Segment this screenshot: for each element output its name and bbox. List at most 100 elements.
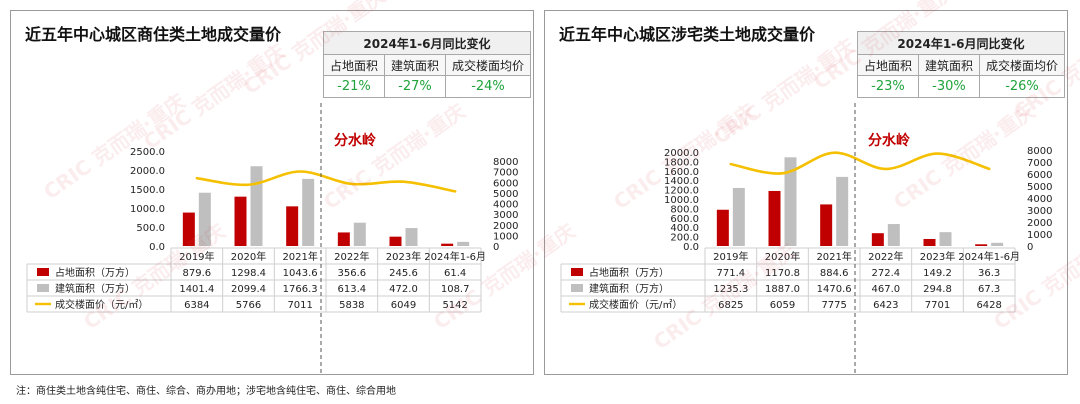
chart-panel-commercial-residential: 近五年中心城区商住类土地成交量价 2024年1-6月同比变化 占地面积 建筑面积… bbox=[10, 10, 534, 375]
bar-land-area bbox=[820, 204, 833, 246]
y-left-tick-label: 1800.0 bbox=[664, 157, 699, 168]
data-label-avg-price: 7701 bbox=[925, 300, 950, 311]
yoy-change-table: 2024年1-6月同比变化 占地面积 建筑面积 成交楼面均价 -21% -27%… bbox=[322, 31, 532, 98]
data-label-avg-price: 6428 bbox=[976, 300, 1001, 311]
yoy-label-avg-price: 成交楼面均价 bbox=[444, 54, 532, 76]
y-left-tick-label: 1000.0 bbox=[664, 195, 699, 206]
bar-land-area bbox=[182, 212, 195, 246]
bar-build-area bbox=[732, 187, 745, 246]
legend-label-build-area: 建筑面积（万方） bbox=[589, 282, 669, 295]
data-label-build-area: 67.3 bbox=[978, 284, 1000, 295]
bar-land-area bbox=[389, 236, 402, 246]
legend-key-build-area bbox=[571, 284, 583, 292]
y-right-tick-label: 4000 bbox=[1027, 194, 1052, 205]
data-label-avg-price: 7775 bbox=[821, 300, 846, 311]
x-category-label: 2024年1-6月 bbox=[424, 250, 486, 263]
y-left-tick-label: 200.0 bbox=[670, 233, 699, 244]
x-category-label: 2022年 bbox=[334, 250, 369, 263]
y-right-tick-label: 6000 bbox=[1027, 170, 1052, 181]
bar-build-area bbox=[198, 192, 211, 246]
legend-key-land-area bbox=[571, 268, 583, 276]
data-label-land-area: 272.4 bbox=[872, 268, 901, 279]
y-left-tick-label: 2500.0 bbox=[130, 147, 165, 158]
y-right-tick-label: 3000 bbox=[493, 210, 518, 221]
data-table-grid bbox=[560, 247, 1016, 313]
data-label-land-area: 245.6 bbox=[389, 268, 418, 279]
yoy-label-avg-price: 成交楼面均价 bbox=[978, 54, 1066, 76]
y-left-tick-label: 1600.0 bbox=[664, 167, 699, 178]
legend-key-build-area bbox=[37, 284, 49, 292]
data-label-land-area: 356.6 bbox=[338, 268, 367, 279]
y-left-tick-label: 1400.0 bbox=[664, 176, 699, 187]
y-right-tick-label: 5000 bbox=[493, 189, 518, 200]
x-category-label: 2020年 bbox=[231, 250, 266, 263]
data-label-land-area: 61.4 bbox=[444, 268, 466, 279]
avg-price-line bbox=[195, 170, 457, 193]
data-label-build-area: 1401.4 bbox=[179, 284, 214, 295]
data-label-build-area: 1235.3 bbox=[713, 284, 748, 295]
data-label-land-area: 879.6 bbox=[183, 268, 212, 279]
data-label-land-area: 1043.6 bbox=[283, 268, 318, 279]
legend-label-build-area: 建筑面积（万方） bbox=[55, 282, 135, 295]
yoy-label-build-area: 建筑面积 bbox=[383, 54, 446, 76]
divider-label: 分水岭 bbox=[334, 132, 376, 149]
y-right-tick-label: 1000 bbox=[493, 231, 518, 242]
y-left-tick-label: 1000.0 bbox=[130, 204, 165, 215]
panel-title: 近五年中心城区商住类土地成交量价 bbox=[25, 25, 282, 44]
data-label-build-area: 108.7 bbox=[441, 284, 470, 295]
bar-build-area bbox=[784, 157, 797, 246]
data-label-build-area: 472.0 bbox=[389, 284, 418, 295]
y-right-tick-label: 6000 bbox=[493, 178, 518, 189]
yoy-value-avg-price: -24% bbox=[444, 75, 532, 98]
x-category-label: 2020年 bbox=[765, 250, 800, 263]
bar-land-area bbox=[234, 196, 247, 246]
bar-land-area bbox=[975, 244, 988, 246]
yoy-label-build-area: 建筑面积 bbox=[917, 54, 980, 76]
x-category-label: 2021年 bbox=[816, 250, 851, 263]
y-left-tick-label: 1500.0 bbox=[130, 185, 165, 196]
data-label-avg-price: 6825 bbox=[718, 300, 743, 311]
legend-label-land-area: 占地面积（万方） bbox=[589, 266, 669, 279]
bar-land-area bbox=[923, 238, 936, 246]
bar-land-area bbox=[441, 243, 454, 246]
data-label-avg-price: 6384 bbox=[184, 300, 209, 311]
bar-land-area bbox=[337, 232, 350, 246]
yoy-table-header: 2024年1-6月同比变化 bbox=[322, 31, 532, 55]
bar-build-area bbox=[836, 176, 849, 246]
y-right-tick-label: 5000 bbox=[1027, 182, 1052, 193]
y-left-tick-label: 400.0 bbox=[670, 223, 699, 234]
bar-build-area bbox=[405, 228, 418, 246]
bar-land-area bbox=[716, 209, 729, 246]
avg-price-line bbox=[729, 151, 991, 175]
y-right-tick-label: 2000 bbox=[493, 221, 518, 232]
y-right-tick-label: 8000 bbox=[493, 157, 518, 168]
yoy-value-land-area: -23% bbox=[856, 75, 919, 98]
y-left-tick-label: 0.0 bbox=[683, 242, 699, 253]
bar-land-area bbox=[768, 190, 781, 246]
x-category-label: 2019年 bbox=[179, 250, 214, 263]
y-right-tick-label: 0 bbox=[1027, 242, 1033, 253]
data-label-avg-price: 6423 bbox=[873, 300, 898, 311]
data-label-build-area: 1766.3 bbox=[283, 284, 318, 295]
legend-label-avg-price: 成交楼面价（元/㎡） bbox=[589, 298, 682, 311]
x-category-label: 2022年 bbox=[868, 250, 903, 263]
y-left-tick-label: 600.0 bbox=[670, 214, 699, 225]
data-label-land-area: 1170.8 bbox=[765, 268, 800, 279]
combo-chart: 0.0 500.0 1000.0 1500.0 2000.0 2500.0 01000200… bbox=[26, 103, 518, 373]
data-label-avg-price: 6059 bbox=[770, 300, 795, 311]
data-label-land-area: 771.4 bbox=[717, 268, 746, 279]
yoy-value-build-area: -27% bbox=[383, 75, 446, 98]
bar-build-area bbox=[991, 242, 1004, 246]
x-category-label: 2024年1-6月 bbox=[958, 250, 1020, 263]
yoy-value-build-area: -30% bbox=[917, 75, 980, 98]
y-left-tick-label: 2000.0 bbox=[130, 166, 165, 177]
data-label-avg-price: 5766 bbox=[236, 300, 261, 311]
panel-title: 近五年中心城区涉宅类土地成交量价 bbox=[559, 25, 816, 44]
data-label-avg-price: 7011 bbox=[287, 300, 312, 311]
x-category-label: 2021年 bbox=[282, 250, 317, 263]
data-label-build-area: 1470.6 bbox=[817, 284, 852, 295]
y-left-tick-label: 0.0 bbox=[149, 242, 165, 253]
data-label-avg-price: 5838 bbox=[339, 300, 364, 311]
data-label-land-area: 149.2 bbox=[923, 268, 952, 279]
legend-key-land-area bbox=[37, 268, 49, 276]
